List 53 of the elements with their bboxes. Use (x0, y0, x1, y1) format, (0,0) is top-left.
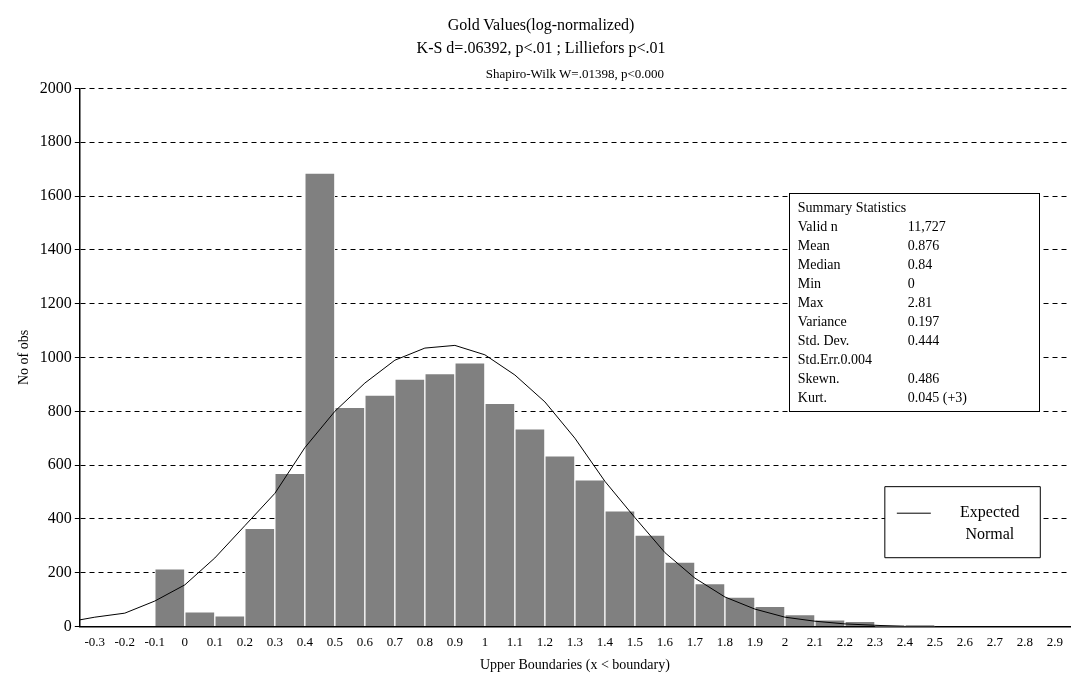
x-tick-label: 1.4 (596, 633, 614, 649)
x-tick-label: 1.8 (716, 633, 734, 649)
x-tick-label: 0.2 (236, 633, 253, 649)
x-tick-label: 1.1 (506, 633, 524, 649)
y-tick-label: 1000 (39, 347, 72, 365)
x-tick-label: 2 (781, 633, 789, 649)
y-tick-label: 800 (47, 401, 72, 419)
x-tick-label: 0.1 (206, 633, 223, 649)
x-tick-label: 0 (181, 633, 189, 649)
x-tick-label: 2.1 (806, 633, 824, 649)
annotation: Std.Err.0.004 (797, 351, 873, 370)
x-tick-label: 2.5 (926, 633, 944, 649)
x-tick-label: 0.3 (266, 633, 283, 649)
x-tick-label: 2.9 (1046, 633, 1064, 649)
y-tick-label: 400 (47, 509, 72, 527)
x-tick-label: -0.3 (84, 633, 106, 649)
y-tick-label: 1400 (39, 240, 72, 258)
x-tick-label: 1.5 (626, 633, 644, 649)
x-tick-label: -0.2 (114, 633, 136, 649)
annotation: Summary Statistics (797, 199, 907, 218)
x-tick-label: 0.8 (416, 633, 433, 649)
x-tick-label: 2.2 (836, 633, 854, 649)
text: Shapiro-Wilk W=.01398, p<0.000 (485, 65, 664, 81)
y-tick-label: 1800 (39, 132, 72, 150)
x-tick-label: 0.7 (386, 633, 404, 649)
y-tick-label: 1600 (39, 186, 72, 204)
x-tick-label: 0.5 (326, 633, 343, 649)
x-tick-label: 0.4 (296, 633, 314, 649)
x-tick-label: -0.1 (144, 633, 166, 649)
y-tick-label: 600 (47, 455, 72, 473)
x-tick-label: 2.8 (1016, 633, 1034, 649)
x-tick-label: 2.6 (956, 633, 974, 649)
x-tick-label: 1.2 (536, 633, 554, 649)
x-tick-label: 0.9 (446, 633, 463, 649)
x-tick-label: 1 (481, 633, 489, 649)
x-tick-label: 1.7 (686, 633, 704, 649)
x-tick-label: 2.7 (986, 633, 1004, 649)
x-tick-label: 0.6 (356, 633, 374, 649)
y-tick-label: 2000 (39, 78, 72, 96)
y-tick-label: 0 (63, 616, 72, 634)
x-axis-title: Upper Boundaries (x < boundary) (479, 657, 671, 674)
summary-statistics-panel: Summary Statistics Valid n 11,727 Mean 0.876 Median 0.84 Min 0 Max 2.81 Variance 0.197 Std. Dev. 0.444 Std.Err.0.004 Skewn. 0.486 Kurt. 0.045 (+3) (788, 193, 1041, 413)
y-tick-label: 1200 (39, 293, 72, 311)
x-tick-label: 2.4 (896, 633, 914, 649)
legend-label: Expected Normal (960, 503, 1020, 543)
chart-subtitle: K-S d=.06392, p<.01 ; Lilliefors p<.01 (416, 39, 666, 57)
x-tick-label: 1.3 (566, 633, 584, 649)
chart-title: Gold Values(log-normalized) (447, 15, 635, 34)
x-tick-label: 1.6 (656, 633, 674, 649)
x-tick-label: 2.3 (866, 633, 884, 649)
x-tick-label: 1.9 (746, 633, 764, 649)
y-axis-title: No of obs (16, 329, 32, 386)
y-tick-label: 200 (47, 562, 72, 580)
